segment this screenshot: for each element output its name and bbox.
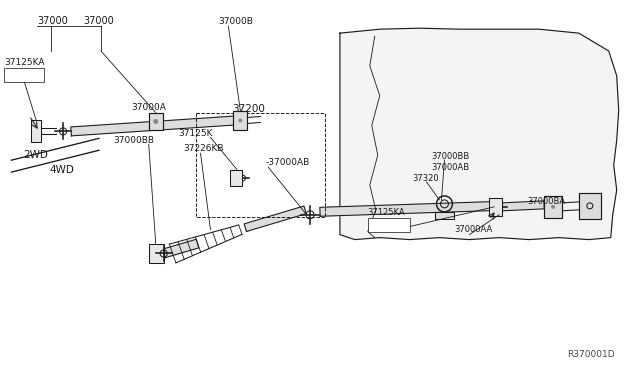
Text: 37000BB: 37000BB (431, 152, 470, 161)
Polygon shape (244, 206, 306, 231)
Polygon shape (320, 201, 499, 216)
Bar (435, 212, 454, 219)
Text: -37000AB: -37000AB (265, 158, 310, 167)
Bar (148, 244, 164, 263)
Circle shape (153, 119, 158, 124)
Bar (544, 196, 562, 218)
Circle shape (238, 119, 243, 122)
Text: 37000AB: 37000AB (431, 163, 470, 171)
Polygon shape (340, 28, 619, 240)
Text: 37000BA: 37000BA (527, 198, 565, 206)
Bar (489, 198, 502, 216)
Text: 37000B: 37000B (218, 17, 253, 26)
Text: 2WD: 2WD (23, 150, 48, 160)
Text: 37000A: 37000A (131, 103, 166, 112)
Bar (31, 121, 41, 142)
Polygon shape (163, 239, 199, 258)
Text: 37125KA: 37125KA (368, 208, 405, 217)
Polygon shape (71, 116, 236, 136)
Polygon shape (502, 201, 544, 211)
Text: 37125KA: 37125KA (4, 58, 45, 67)
Text: 37000AA: 37000AA (454, 225, 493, 234)
Bar (4, 68, 44, 82)
Text: 37226KB: 37226KB (184, 144, 224, 153)
Bar (196, 113, 325, 217)
Text: 37125K: 37125K (179, 129, 213, 138)
Text: 37320: 37320 (413, 174, 439, 183)
Circle shape (551, 205, 555, 209)
Bar (234, 110, 247, 131)
Bar (148, 113, 163, 131)
Text: R370001D: R370001D (567, 350, 614, 359)
Bar (579, 193, 601, 219)
Text: 37000: 37000 (37, 16, 68, 26)
Bar (230, 170, 243, 186)
Text: 4WD: 4WD (49, 165, 74, 175)
Text: 37000BB: 37000BB (113, 136, 154, 145)
Bar (368, 218, 410, 232)
Text: 37000: 37000 (83, 16, 114, 26)
Text: 37200: 37200 (232, 103, 265, 113)
